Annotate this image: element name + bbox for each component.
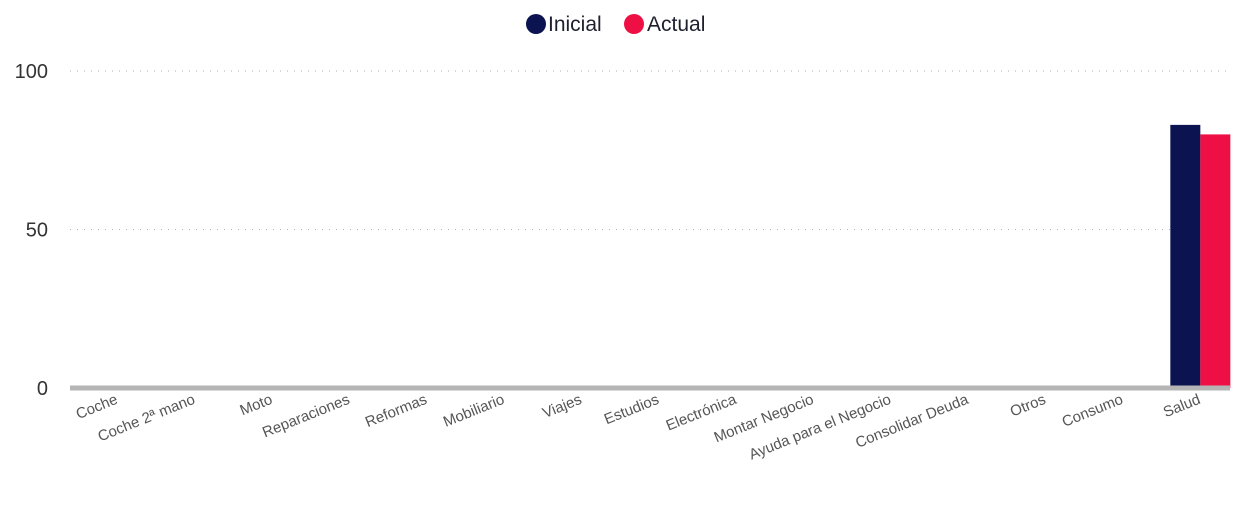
x-tick-label-ayuda-para-el-negocio: Ayuda para el Negocio — [747, 391, 894, 464]
x-tick-label-reparaciones: Reparaciones — [260, 391, 352, 441]
legend-label-actual: Actual — [647, 13, 705, 36]
x-tick-label-otros: Otros — [1008, 391, 1048, 421]
x-tick-label-consumo: Consumo — [1060, 391, 1126, 431]
gridlines — [70, 70, 1230, 230]
y-tick-label-50: 50 — [26, 220, 48, 242]
y-axis-ticks: 0 50 100 — [15, 61, 48, 400]
x-tick-label-salud: Salud — [1161, 391, 1203, 421]
legend-label-inicial: Inicial — [548, 13, 602, 36]
legend-marker-inicial — [526, 14, 546, 34]
x-tick-label-mobiliario: Mobiliario — [441, 391, 507, 431]
x-tick-label-coche: Coche — [74, 391, 121, 423]
x-tick-label-reformas: Reformas — [363, 391, 430, 431]
x-tick-label-moto: Moto — [238, 391, 275, 419]
y-tick-label-100: 100 — [15, 61, 48, 83]
legend-marker-actual — [624, 14, 644, 34]
legend: Inicial Actual — [526, 13, 705, 36]
bar-inicial-salud — [1170, 124, 1201, 388]
legend-item-actual: Actual — [624, 13, 705, 36]
legend-item-inicial: Inicial — [526, 13, 602, 36]
x-tick-label-estudios: Estudios — [602, 391, 662, 428]
bar-actual-salud — [1200, 134, 1231, 388]
y-tick-label-0: 0 — [37, 378, 48, 400]
x-tick-label-viajes: Viajes — [540, 391, 584, 422]
bars — [1170, 124, 1231, 388]
